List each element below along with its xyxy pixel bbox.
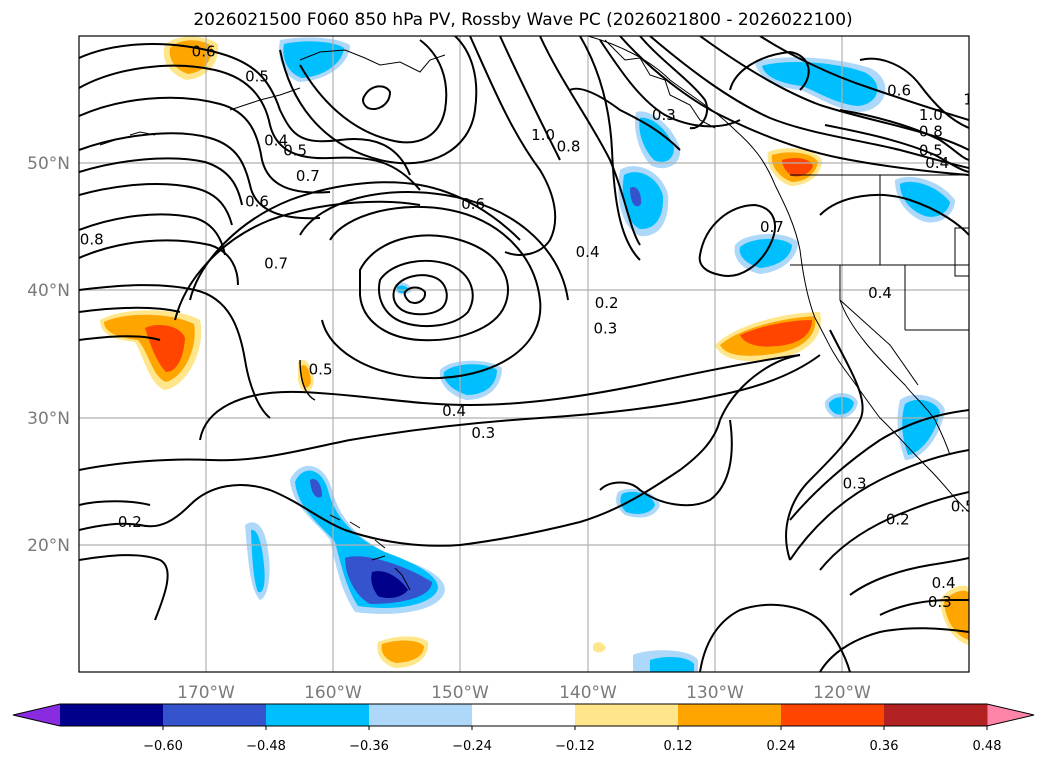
contour-label: 0.7 bbox=[760, 218, 784, 236]
contour-label: 0.5 bbox=[283, 141, 307, 159]
colorbar-tick-label: −0.60 bbox=[143, 739, 183, 754]
colorbar-segment bbox=[678, 704, 782, 726]
figure-title: 2026021500 F060 850 hPa PV, Rossby Wave … bbox=[193, 10, 852, 30]
contour-label: 0.3 bbox=[471, 424, 495, 442]
contour-label: 0.6 bbox=[461, 195, 485, 213]
lat-tick-label: 40°N bbox=[27, 281, 70, 301]
map-panel: 0.60.50.40.50.70.60.81.00.80.60.70.40.20… bbox=[79, 36, 1009, 672]
colorbar: −0.60 −0.48 −0.36 −0.24 −0.12 0.12 0.24 0.36 0.4… bbox=[12, 703, 1035, 754]
contour-labels: 0.60.50.40.50.70.60.81.00.80.60.70.40.20… bbox=[80, 42, 1009, 611]
colorbar-extend-low bbox=[13, 704, 60, 726]
contour-label-bg bbox=[979, 82, 1009, 100]
contour-label: 0.4 bbox=[868, 284, 892, 302]
contour-label: 0.3 bbox=[928, 593, 952, 611]
lat-tick-label: 30°N bbox=[27, 409, 70, 429]
colorbar-tick-label: 0.48 bbox=[973, 739, 1002, 754]
contour-label: 0.4 bbox=[576, 243, 600, 261]
colorbar-segment bbox=[884, 704, 988, 726]
contour-label: 1.0 bbox=[531, 126, 555, 144]
map-frame bbox=[78, 35, 970, 673]
colorbar-segment bbox=[266, 704, 370, 726]
colorbar-segment bbox=[369, 704, 473, 726]
contour-label: 0.4 bbox=[925, 154, 949, 172]
lat-tick-labels: 50°N 40°N 30°N 20°N bbox=[27, 154, 70, 556]
lat-tick-label: 20°N bbox=[27, 536, 70, 556]
contour-label: 1.0 bbox=[919, 106, 943, 124]
lon-tick-label: 140°W bbox=[559, 683, 617, 703]
colorbar-tick-label: −0.36 bbox=[349, 739, 389, 754]
contour-label: 0.6 bbox=[887, 82, 911, 100]
contour-label: 0.8 bbox=[919, 122, 943, 140]
lon-tick-label: 160°W bbox=[304, 683, 362, 703]
lon-tick-label: 150°W bbox=[431, 683, 489, 703]
contour-label: 0.6 bbox=[192, 42, 216, 60]
contour-label: 1.2 bbox=[963, 91, 987, 109]
contour-label: 0.7 bbox=[264, 255, 288, 273]
contour-label: 0.8 bbox=[557, 138, 581, 156]
colorbar-segment bbox=[60, 704, 164, 726]
colorbar-segment bbox=[781, 704, 885, 726]
contour-label: 0.2 bbox=[118, 513, 142, 531]
colorbar-tick-label: 0.36 bbox=[870, 739, 899, 754]
contour-label: 0.4 bbox=[264, 131, 288, 149]
pv-isolines bbox=[79, 36, 969, 672]
lon-tick-label: 130°W bbox=[686, 683, 744, 703]
contour-label: 0.7 bbox=[296, 167, 320, 185]
positive-anomalies bbox=[100, 36, 969, 668]
contour-label: 1.4 bbox=[982, 84, 1006, 102]
contour-label: 0.3 bbox=[843, 475, 867, 493]
contour-label: 0.4 bbox=[932, 574, 956, 592]
colorbar-tick-label: 0.24 bbox=[767, 739, 796, 754]
contour-label: 0.3 bbox=[652, 106, 676, 124]
contour-label: 0.2 bbox=[886, 510, 910, 528]
contour-label: 0.6 bbox=[245, 192, 269, 210]
colorbar-tick-label: −0.24 bbox=[452, 739, 492, 754]
coastlines bbox=[99, 36, 969, 591]
colorbar-extend-high bbox=[987, 704, 1034, 726]
contour-label: 0.5 bbox=[951, 498, 975, 516]
contour-label: 0.8 bbox=[80, 231, 104, 249]
colorbar-tick-label: 0.12 bbox=[664, 739, 693, 754]
contour-label: 0.5 bbox=[919, 141, 943, 159]
lon-tick-label: 120°W bbox=[813, 683, 871, 703]
contour-label: 0.4 bbox=[442, 402, 466, 420]
contour-label: 0.5 bbox=[245, 68, 269, 86]
negative-anomalies bbox=[245, 37, 955, 672]
colorbar-segment bbox=[472, 704, 576, 726]
lon-tick-label: 170°W bbox=[177, 683, 235, 703]
colorbar-segment bbox=[575, 704, 679, 726]
colorbar-segment bbox=[163, 704, 267, 726]
colorbar-tick-label: −0.48 bbox=[246, 739, 286, 754]
lat-tick-label: 50°N bbox=[27, 154, 70, 174]
contour-label: 0.2 bbox=[595, 294, 619, 312]
contour-label: 0.3 bbox=[593, 320, 617, 338]
lon-tick-labels: 170°W 160°W 150°W 140°W 130°W 120°W bbox=[177, 683, 871, 703]
colorbar-tick-label: −0.12 bbox=[555, 739, 595, 754]
contour-label: 0.5 bbox=[309, 360, 333, 378]
colorbar-outline bbox=[12, 703, 1035, 727]
